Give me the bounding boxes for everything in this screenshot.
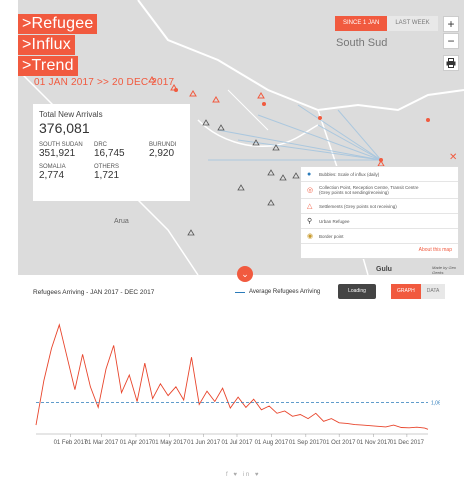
- x-tick-label: 01 Aug 2017: [255, 440, 289, 446]
- graph-button[interactable]: GRAPH: [391, 284, 421, 299]
- x-tick-label: 01 Apr 2017: [120, 440, 153, 446]
- printer-icon: [446, 58, 456, 68]
- chart-title: Refugees Arriving - JAN 2017 - DEC 2017: [33, 289, 154, 296]
- title-line-influx: >Influx: [18, 35, 75, 55]
- range-toggle: SINCE 1 JAN LAST WEEK: [335, 16, 438, 31]
- stat-others: OTHERS 1,721: [94, 164, 149, 181]
- x-tick-label: 01 Mar 2017: [85, 440, 119, 446]
- x-tick-label: 01 Dec 2017: [390, 440, 425, 446]
- data-button[interactable]: DATA: [421, 284, 446, 299]
- total-label: Total New Arrivals: [39, 110, 184, 119]
- stat-south-sudan: SOUTH SUDAN 351,921: [39, 142, 94, 159]
- place-label-arua: Arua: [114, 218, 129, 225]
- stat-somalia: SOMALIA 2,774: [39, 164, 94, 181]
- last-week-button[interactable]: LAST WEEK: [387, 16, 437, 31]
- collapse-chevron-icon[interactable]: ⌄: [237, 266, 253, 282]
- place-label-gulu: Gulu: [376, 266, 392, 273]
- loading-button[interactable]: Loading: [338, 284, 376, 299]
- average-swatch: [235, 292, 245, 293]
- zoom-in-button[interactable]: +: [443, 16, 459, 32]
- about-map-link[interactable]: About this map: [301, 244, 458, 256]
- country-label-south-sudan: South Sud: [336, 37, 387, 49]
- x-tick-label: 01 Feb 2017: [54, 440, 88, 446]
- title-line-refugee: >Refugee: [18, 14, 97, 34]
- zoom-out-button[interactable]: −: [443, 33, 459, 49]
- average-legend: Average Refugees Arriving: [235, 289, 320, 295]
- average-value-label: 1,062.38: [431, 401, 440, 407]
- legend-urban-refugee: ⚲ Urban Refugee: [301, 214, 458, 229]
- date-range: 01 JAN 2017 >> 20 DEC 2017: [34, 77, 174, 88]
- legend-collection-point: ◎ Collection Point, Reception Centre, Tra…: [301, 182, 458, 199]
- legend-bubbles: ● Bubbles: Scale of influx (daily): [301, 167, 458, 182]
- settlement-icon: △: [307, 202, 319, 210]
- legend-settlements: △ Settlements (Grey points not receiving): [301, 199, 458, 214]
- total-value: 376,081: [39, 120, 184, 136]
- bubble-icon: ●: [307, 171, 319, 178]
- x-tick-label: 01 Jun 2017: [187, 440, 221, 446]
- social-icons[interactable]: f ♥ in ♥: [226, 472, 260, 478]
- arrivals-series-line: [36, 325, 428, 430]
- stat-drc: DRC 16,745: [94, 142, 149, 159]
- x-tick-label: 01 Oct 2017: [323, 440, 356, 446]
- border-point-icon: ◉: [307, 232, 319, 240]
- x-tick-label: 01 May 2017: [152, 440, 187, 446]
- map-attribution: Made by Geo Geeks: [432, 265, 464, 275]
- location-pin-icon: ⚲: [307, 217, 319, 225]
- close-icon[interactable]: ✕: [449, 152, 457, 163]
- map-legend: ● Bubbles: Scale of influx (daily) ◎ Colle…: [300, 166, 459, 259]
- legend-border-point: ◉ Border point: [301, 229, 458, 244]
- x-tick-label: 01 Sep 2017: [289, 440, 324, 446]
- stats-panel: Total New Arrivals 376,081 SOUTH SUDAN 35…: [33, 104, 190, 201]
- view-toggle: GRAPH DATA: [391, 284, 445, 299]
- stat-burundi: BURUNDI 2,920: [149, 142, 194, 159]
- print-button[interactable]: [443, 55, 459, 71]
- x-tick-label: 01 Nov 2017: [357, 440, 392, 446]
- title-line-trend: >Trend: [18, 56, 78, 76]
- x-tick-label: 01 Jul 2017: [221, 440, 253, 446]
- collection-point-icon: ◎: [307, 188, 319, 193]
- since-jan-button[interactable]: SINCE 1 JAN: [335, 16, 387, 31]
